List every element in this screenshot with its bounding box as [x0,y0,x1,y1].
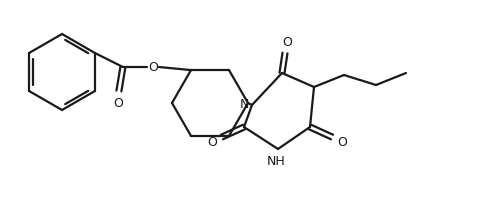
Text: O: O [337,136,347,149]
Text: NH: NH [267,155,285,168]
Text: O: O [113,97,123,110]
Text: O: O [282,35,292,49]
Text: N: N [239,97,248,110]
Text: O: O [148,60,158,73]
Text: O: O [207,136,217,149]
